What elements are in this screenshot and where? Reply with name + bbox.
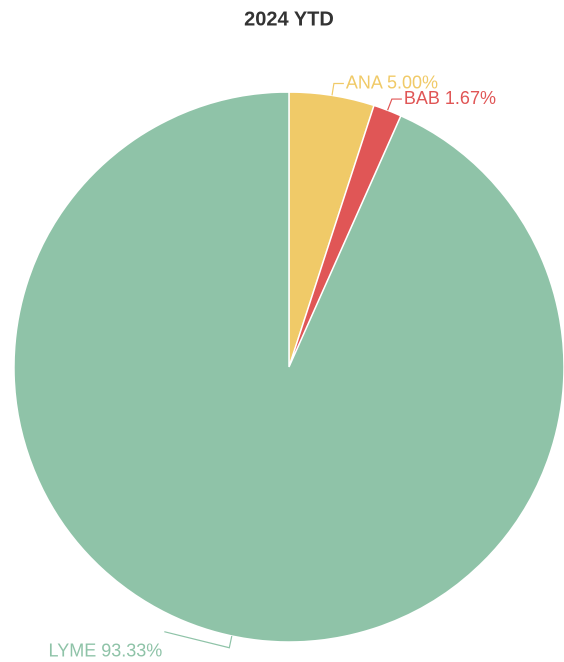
slice-label: LYME 93.33% <box>49 640 163 660</box>
slice-name: LYME <box>49 640 97 660</box>
pie-slice <box>13 91 564 643</box>
slice-value: 1.67% <box>445 88 496 108</box>
slice-label: BAB 1.67% <box>404 88 496 108</box>
chart-title: 2024 YTD <box>244 8 334 30</box>
slice-name: ANA <box>346 72 383 92</box>
slice-value: 93.33% <box>101 640 162 660</box>
label-line <box>387 98 402 111</box>
label-line <box>164 631 233 649</box>
slice-label: ANA 5.00% <box>346 72 438 92</box>
slice-value: 5.00% <box>387 72 438 92</box>
slice-name: BAB <box>404 88 440 108</box>
label-line <box>331 82 344 96</box>
